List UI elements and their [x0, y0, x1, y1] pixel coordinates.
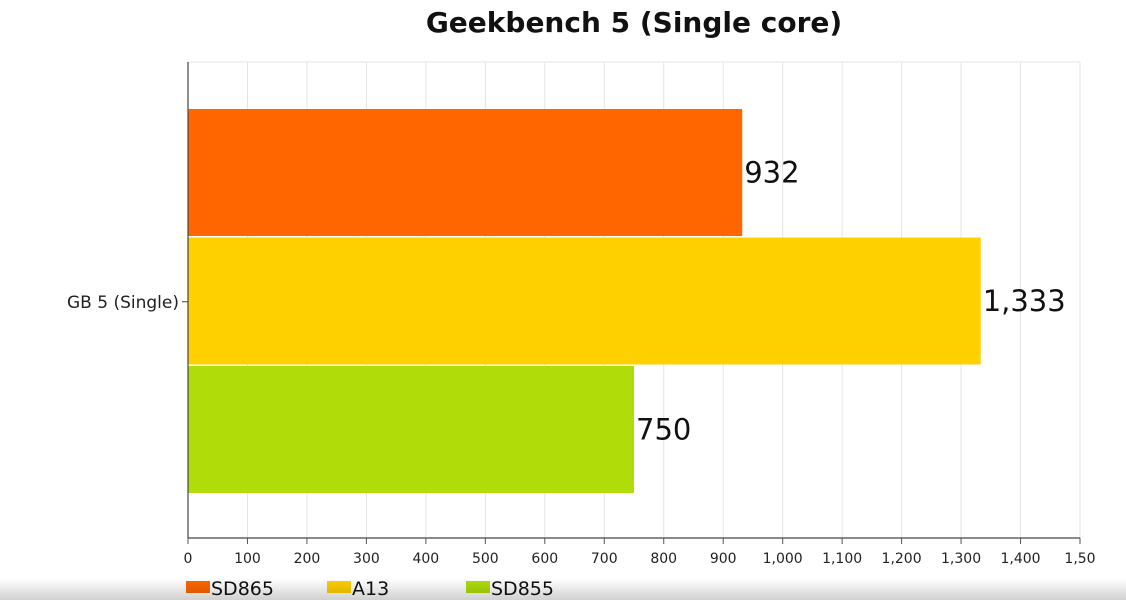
legend-label-a13: A13: [352, 578, 389, 600]
legend: SD865 A13 SD855: [186, 578, 554, 600]
x-tick-label: 500: [472, 551, 499, 567]
x-tick-label: 100: [234, 551, 261, 567]
x-axis-ticks: 0 100 200 300 400 500 600 700 800 900 1,000 1,100 1,…: [184, 538, 1096, 567]
bar-sd865: [188, 109, 743, 236]
x-tick-label: 600: [531, 551, 558, 567]
x-tick-label: 1,200: [882, 551, 922, 567]
bar-a13: [188, 237, 981, 365]
x-tick-label: 1,300: [941, 551, 981, 567]
x-tick-label: 900: [710, 551, 737, 567]
x-tick-label: 800: [650, 551, 677, 567]
legend-swatch-sd855: [466, 581, 490, 593]
x-tick-label: 0: [184, 551, 193, 567]
bar-value-label: 932: [744, 156, 799, 190]
axes: GB 5 (Single): [67, 62, 1080, 539]
x-tick-label: 200: [294, 551, 321, 567]
x-tick-label: 1,100: [822, 551, 862, 567]
x-tick-label: 400: [412, 551, 439, 567]
x-tick-label: 1,50: [1064, 551, 1095, 567]
legend-label-sd865: SD865: [211, 578, 274, 600]
bar-value-label: 1,333: [983, 284, 1066, 318]
x-tick-label: 1,000: [763, 551, 803, 567]
bars: 932 1,333 750: [188, 109, 1066, 493]
x-tick-label: 1,400: [1000, 551, 1040, 567]
category-label: GB 5 (Single): [67, 293, 179, 313]
bar-sd855: [188, 366, 634, 493]
x-tick-label: 700: [591, 551, 618, 567]
bar-value-label: 750: [636, 413, 691, 447]
chart-title: Geekbench 5 (Single core): [426, 6, 842, 39]
x-tick-label: 300: [353, 551, 380, 567]
legend-label-sd855: SD855: [491, 578, 554, 600]
legend-swatch-a13: [327, 581, 351, 593]
legend-swatch-sd865: [186, 581, 210, 593]
